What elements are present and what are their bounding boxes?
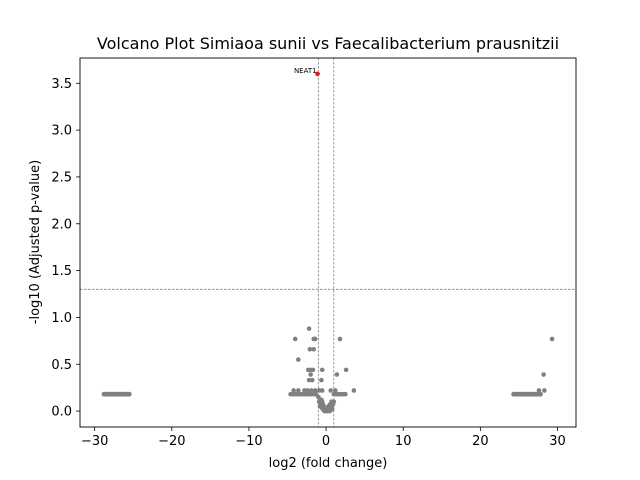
threshold-lines [80, 58, 576, 427]
x-tick-label: 20 [472, 434, 489, 449]
data-point [306, 326, 312, 331]
data-point [296, 357, 301, 362]
data-point [538, 391, 543, 397]
annotation-layer: NEAT1 [294, 67, 317, 75]
x-axis-ticks: −30 −20 −10 0 10 20 30 [81, 427, 566, 449]
y-tick-label: 3.5 [51, 77, 72, 92]
x-tick-label: 0 [322, 434, 330, 449]
y-tick-label: 3.0 [51, 124, 72, 139]
chart-title: Volcano Plot Simiaoa sunii vs Faecalibac… [97, 34, 559, 53]
points-layer [101, 71, 555, 414]
data-point [309, 388, 314, 393]
data-point [351, 388, 357, 393]
data-point [306, 377, 312, 383]
y-tick-label: 0.0 [51, 405, 72, 420]
y-tick-label: 1.0 [51, 311, 72, 326]
y-tick-label: 1.5 [51, 264, 72, 279]
data-point [343, 367, 349, 373]
x-tick-label: 30 [549, 434, 566, 449]
data-point [310, 367, 316, 373]
data-point [343, 391, 348, 397]
y-tick-label: 0.5 [51, 358, 72, 373]
data-point [312, 336, 318, 342]
data-point [536, 388, 542, 393]
x-tick-label: −20 [158, 434, 185, 449]
data-point [549, 336, 555, 342]
y-tick-label: 2.0 [51, 217, 72, 232]
data-point [296, 388, 301, 393]
data-point [337, 336, 343, 342]
y-tick-label: 2.5 [51, 170, 72, 185]
x-tick-label: −10 [235, 434, 262, 449]
highlighted-point-label: NEAT1 [294, 67, 317, 75]
plot-frame [79, 57, 577, 428]
data-point [319, 367, 325, 373]
data-point [541, 372, 546, 377]
data-point [127, 391, 132, 397]
x-axis-label: log2 (fold change) [269, 456, 388, 471]
y-axis-ticks: 0.0 0.5 1.0 1.5 2.0 2.5 3.0 3.5 [51, 77, 80, 420]
data-point [291, 388, 296, 393]
data-point [312, 388, 318, 393]
data-point [311, 346, 317, 352]
x-tick-label: 10 [395, 434, 412, 449]
data-point [334, 372, 340, 377]
data-point [542, 388, 547, 393]
data-point [319, 377, 324, 383]
data-point [305, 388, 310, 393]
y-axis-label: -log10 (Adjusted p-value) [28, 160, 43, 324]
data-point [308, 372, 313, 377]
data-point [292, 336, 298, 342]
data-point [328, 388, 334, 393]
data-point [307, 346, 313, 352]
data-point [319, 388, 325, 393]
x-tick-label: −30 [81, 434, 108, 449]
